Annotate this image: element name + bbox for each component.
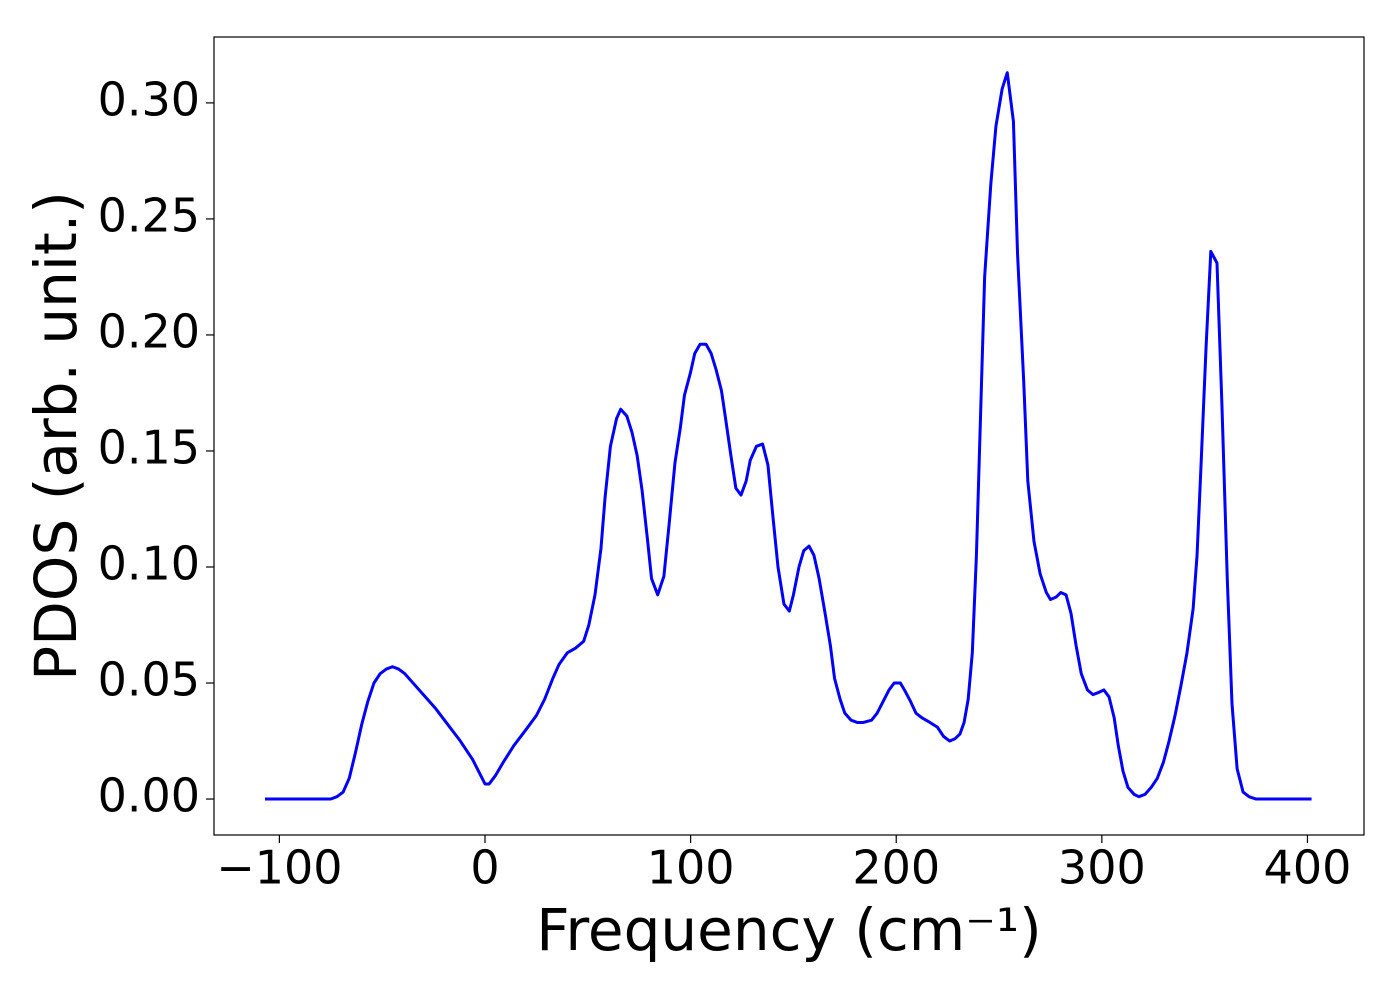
y-tick-label: 0.05 <box>98 653 200 707</box>
y-tick-label: 0.25 <box>98 188 200 242</box>
y-tick-label: 0.30 <box>98 72 200 126</box>
x-tick-label: −100 <box>216 841 342 895</box>
x-tick-label: 300 <box>1058 841 1146 895</box>
x-tick-label: 400 <box>1264 841 1352 895</box>
y-axis-label: PDOS (arb. unit.) <box>22 191 90 681</box>
y-tick-label: 0.20 <box>98 304 200 358</box>
x-tick-label: 200 <box>852 841 940 895</box>
x-axis-label: Frequency (cm⁻¹) <box>536 896 1042 964</box>
y-tick-label: 0.15 <box>98 420 200 474</box>
y-tick-label: 0.10 <box>98 536 200 590</box>
x-tick-label: 0 <box>470 841 499 895</box>
y-tick-label: 0.00 <box>98 769 200 823</box>
data-line <box>264 71 1312 801</box>
plot-frame <box>213 36 1365 836</box>
x-tick-label: 100 <box>647 841 735 895</box>
